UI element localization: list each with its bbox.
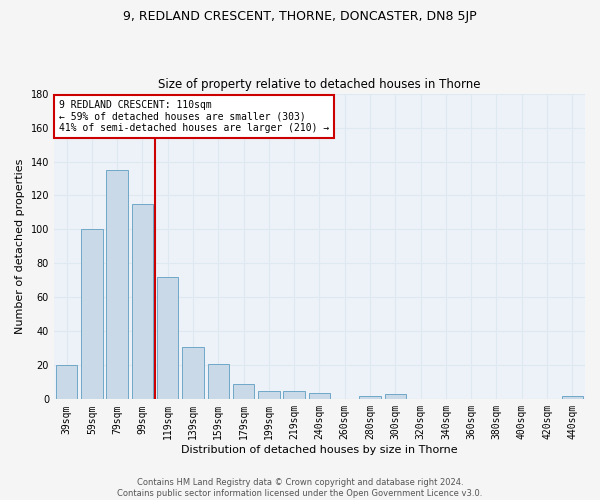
Bar — [233, 384, 254, 400]
Bar — [309, 392, 330, 400]
Bar — [562, 396, 583, 400]
Bar — [106, 170, 128, 400]
Bar — [157, 277, 178, 400]
Title: Size of property relative to detached houses in Thorne: Size of property relative to detached ho… — [158, 78, 481, 91]
Y-axis label: Number of detached properties: Number of detached properties — [15, 159, 25, 334]
Text: 9 REDLAND CRESCENT: 110sqm
← 59% of detached houses are smaller (303)
41% of sem: 9 REDLAND CRESCENT: 110sqm ← 59% of deta… — [59, 100, 329, 133]
Bar — [283, 391, 305, 400]
X-axis label: Distribution of detached houses by size in Thorne: Distribution of detached houses by size … — [181, 445, 458, 455]
Bar — [81, 230, 103, 400]
Text: Contains HM Land Registry data © Crown copyright and database right 2024.
Contai: Contains HM Land Registry data © Crown c… — [118, 478, 482, 498]
Bar — [182, 346, 204, 400]
Text: 9, REDLAND CRESCENT, THORNE, DONCASTER, DN8 5JP: 9, REDLAND CRESCENT, THORNE, DONCASTER, … — [123, 10, 477, 23]
Bar — [359, 396, 381, 400]
Bar — [208, 364, 229, 400]
Bar — [258, 391, 280, 400]
Bar — [131, 204, 153, 400]
Bar — [385, 394, 406, 400]
Bar — [56, 366, 77, 400]
